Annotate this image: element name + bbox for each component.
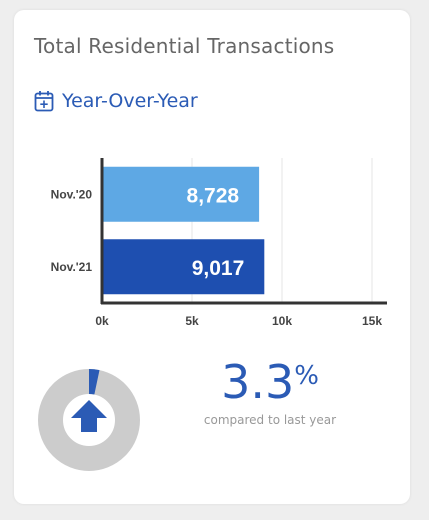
category-label: Nov.'20 — [51, 187, 93, 201]
period-label: Year-Over-Year — [62, 90, 198, 112]
x-tick-label: 10k — [272, 314, 292, 328]
x-tick-label: 0k — [95, 314, 109, 328]
period-selector: Year-Over-Year — [34, 88, 198, 114]
change-donut — [38, 369, 140, 471]
x-tick-label: 15k — [362, 314, 382, 328]
donut-progress — [38, 369, 140, 471]
card-title: Total Residential Transactions — [34, 34, 335, 58]
calendar-plus-icon — [34, 91, 54, 112]
kpi-value: 3.3% — [200, 355, 340, 409]
bar — [102, 239, 265, 295]
x-tick-label: 5k — [185, 314, 199, 328]
bar-value-label: 8,728 — [187, 184, 240, 207]
bar-value-label: 9,017 — [192, 257, 245, 280]
kpi-unit: % — [294, 361, 319, 391]
arrow-up-icon — [71, 400, 107, 432]
bar — [102, 166, 260, 222]
kpi-caption: compared to last year — [203, 413, 337, 427]
category-label: Nov.'21 — [51, 260, 93, 274]
kpi-number: 3.3 — [221, 355, 295, 409]
transactions-card: Total Residential Transactions Year-Over… — [14, 10, 410, 504]
bar-chart: 8,728 Nov.'20 9,017 Nov.'21 0k 5k 10k 15k — [51, 158, 387, 328]
